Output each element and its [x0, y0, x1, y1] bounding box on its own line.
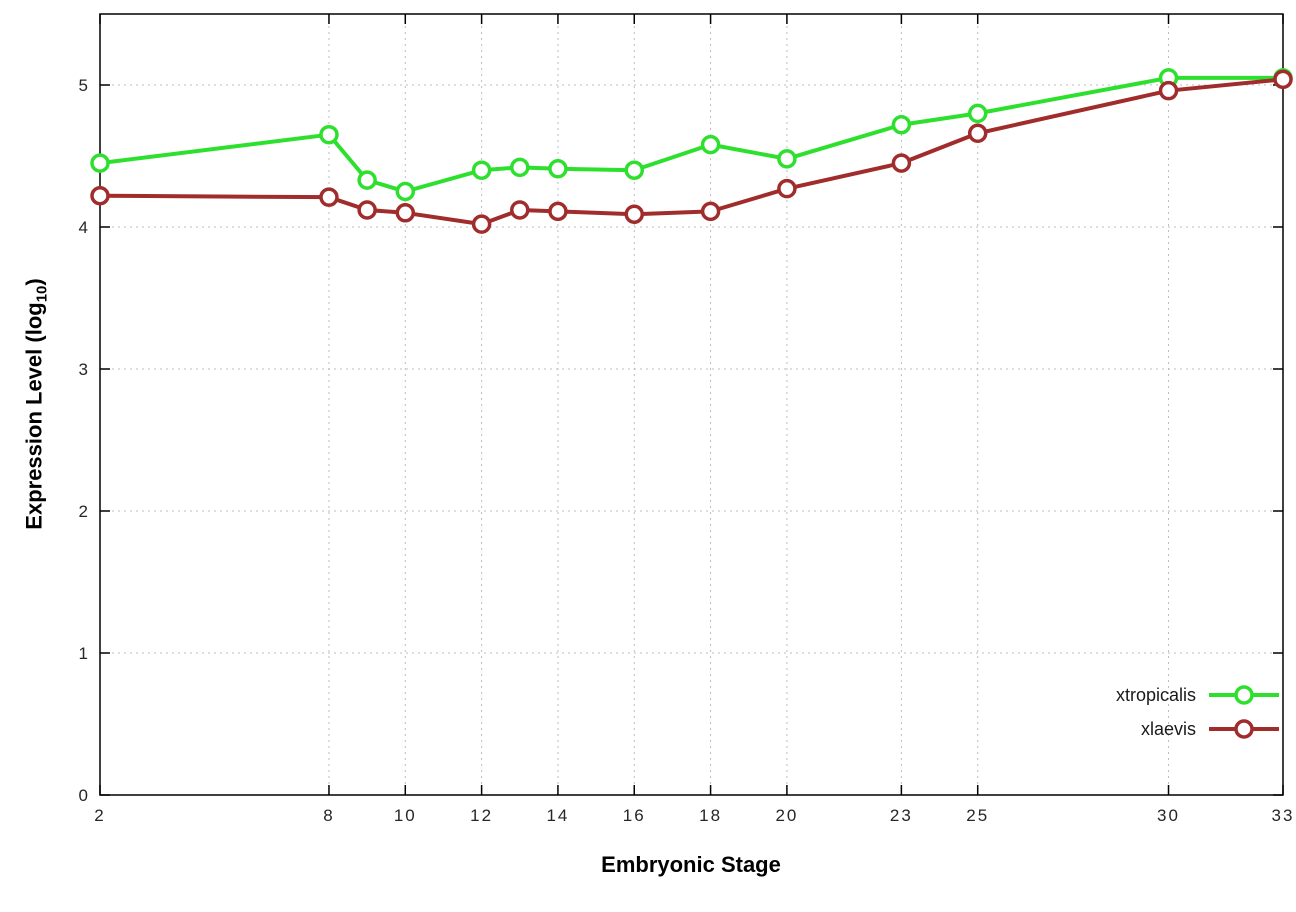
data-point: [548, 201, 568, 222]
data-point: [700, 134, 721, 155]
data-point: [357, 170, 377, 190]
x-axis-label: Embryonic Stage: [601, 852, 781, 877]
data-point: [891, 153, 912, 173]
legend-marker-icon: [1234, 685, 1254, 705]
axis-ticks: [99, 14, 1284, 796]
plot-border: [99, 13, 1284, 796]
data-point: [624, 204, 645, 224]
data-point: [967, 123, 988, 144]
data-point: [90, 153, 110, 173]
svg-text:23: 23: [890, 806, 913, 825]
svg-text:30: 30: [1157, 806, 1180, 825]
legend-label: xlaevis: [1140, 718, 1196, 739]
svg-text:12: 12: [470, 806, 493, 825]
svg-text:14: 14: [546, 806, 569, 825]
legend-marker-icon: [1234, 719, 1254, 739]
data-point: [1273, 69, 1293, 90]
legend-item-xlaevis: xlaevis: [1141, 716, 1282, 742]
data-point: [548, 159, 568, 179]
svg-text:0: 0: [79, 786, 88, 805]
y-axis-label-subscript: 10: [33, 285, 51, 303]
data-point: [891, 115, 912, 135]
data-point: [471, 214, 492, 234]
svg-text:4: 4: [79, 218, 88, 237]
data-point: [319, 124, 339, 145]
svg-text:8: 8: [323, 806, 334, 825]
series-xtropicalis: [90, 68, 1293, 202]
data-point: [395, 181, 416, 202]
series-xlaevis: [90, 69, 1293, 234]
svg-text:16: 16: [623, 806, 646, 825]
y-tick-labels: 0 1 2 3 4 5: [79, 76, 88, 805]
data-point: [700, 201, 721, 222]
data-point: [624, 160, 645, 180]
svg-text:33: 33: [1272, 806, 1295, 825]
data-point: [967, 103, 988, 124]
svg-text:25: 25: [966, 806, 989, 825]
grid-lines: [99, 14, 1284, 796]
svg-text:20: 20: [775, 806, 798, 825]
legend-label: xtropicalis: [1115, 684, 1196, 705]
x-tick-labels: 2 8 10 12 14 16 18 20 23 25 30 33: [94, 806, 1295, 825]
data-point: [510, 157, 530, 178]
data-point: [510, 200, 530, 220]
legend: xtropicalis xlaevis: [1116, 682, 1282, 742]
legend-sample-line-icon: [1209, 685, 1279, 705]
svg-text:5: 5: [79, 76, 88, 95]
svg-text:2: 2: [79, 502, 88, 521]
y-axis-label: Expression Level (log10): [21, 278, 50, 529]
data-point: [90, 186, 110, 206]
svg-text:3: 3: [79, 360, 88, 379]
legend-sample-line-icon: [1209, 719, 1279, 739]
legend-item-xtropicalis: xtropicalis: [1116, 682, 1282, 708]
svg-text:18: 18: [699, 806, 722, 825]
svg-text:1: 1: [79, 644, 88, 663]
data-point: [319, 187, 339, 207]
svg-text:2: 2: [94, 806, 105, 825]
data-point: [471, 160, 492, 180]
y-axis-label-text: Expression Level (log: [21, 302, 47, 530]
data-point: [777, 149, 797, 169]
data-point: [395, 203, 416, 223]
data-point: [1158, 80, 1179, 101]
data-point: [777, 178, 797, 199]
svg-text:10: 10: [394, 806, 417, 825]
y-axis-label-suffix: ): [21, 278, 47, 286]
data-point: [357, 200, 377, 220]
